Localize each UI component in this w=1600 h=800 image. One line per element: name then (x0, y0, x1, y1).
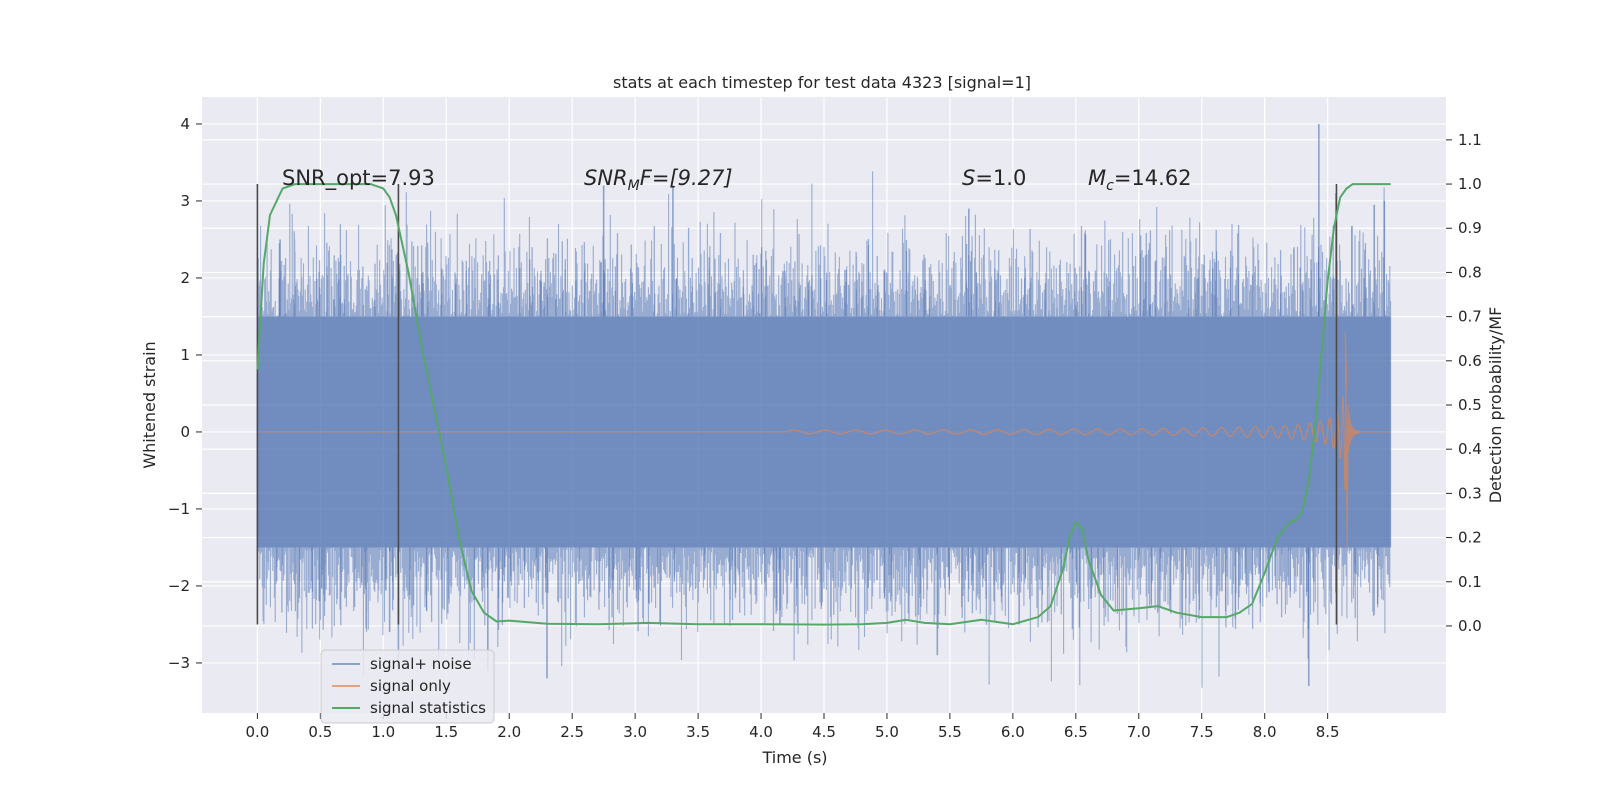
y-left-tick-label: 4 (180, 115, 190, 133)
series-signal-statistics (256, 183, 1391, 626)
y-right-tick-label: 0.1 (1458, 573, 1482, 591)
x-tick-label: 6.5 (1064, 723, 1088, 741)
annotation-snr-mf-main: SNR (584, 166, 628, 190)
legend-label-signal-statistics: signal statistics (370, 699, 486, 717)
legend-label-signal-noise: signal+ noise (370, 655, 472, 673)
y-right-tick-label: 0.0 (1458, 617, 1482, 635)
y-left-tick-label: −3 (168, 654, 190, 672)
annotation-s-rest: =1.0 (975, 166, 1026, 190)
annotation-s-main: S (962, 166, 975, 190)
x-tick-label: 3.0 (623, 723, 647, 741)
legend: signal+ noise signal only signal statist… (320, 649, 495, 724)
y-left-tick-label: 2 (180, 269, 190, 287)
y-left-tick-label: −1 (168, 500, 190, 518)
y-left-tick-label: 0 (180, 423, 190, 441)
annotation-mc: Mc=14.62 (1088, 166, 1192, 194)
annotation-snr-opt: SNR_opt=7.93 (282, 166, 435, 191)
annotation-snr-mf-sub: M (628, 178, 640, 194)
annotation-s: S=1.0 (962, 166, 1026, 190)
y-left-tick-label: 1 (180, 346, 190, 364)
series-signal-only (257, 331, 1391, 548)
signal-statistics-line (256, 183, 1391, 626)
annotation-mc-main: M (1088, 166, 1106, 190)
y-right-tick-label: 0.6 (1458, 352, 1482, 370)
x-tick-label: 8.0 (1253, 723, 1277, 741)
y-right-tick-label: 0.3 (1458, 484, 1482, 502)
signal-only-line (257, 331, 1391, 548)
x-tick-label: 3.5 (686, 723, 710, 741)
y-left-tick-label: 3 (180, 192, 190, 210)
y-right-tick-label: 0.7 (1458, 308, 1482, 326)
x-tick-label: 2.0 (497, 723, 521, 741)
x-tick-label: 2.5 (560, 723, 584, 741)
chart-title: stats at each timestep for test data 432… (613, 73, 1031, 92)
annotation-mc-sub: c (1106, 178, 1114, 194)
y-right-tick-label: 0.2 (1458, 529, 1482, 547)
x-tick-label: 7.0 (1127, 723, 1151, 741)
annotation-snr-mf-rest: F=[9.27] (640, 166, 733, 190)
y-right-tick-label: 0.8 (1458, 263, 1482, 281)
y-right-tick-label: 1.0 (1458, 175, 1482, 193)
axis-ticks: 0.0 0.5 1.0 1.5 2.0 2.5 3.0 3.5 4.0 4.5 5.0 5.5 6.0 6… (168, 115, 1482, 741)
x-tick-label: 0.0 (245, 723, 269, 741)
y-right-tick-label: 0.5 (1458, 396, 1482, 414)
x-tick-label: 4.0 (749, 723, 773, 741)
x-tick-label: 0.5 (308, 723, 332, 741)
legend-box (320, 649, 495, 724)
y-right-tick-label: 1.1 (1458, 131, 1482, 149)
annotation-mc-rest: =14.62 (1114, 166, 1192, 190)
annotation-snr-mf: SNRMF=[9.27] (584, 166, 733, 194)
x-tick-label: 8.5 (1316, 723, 1340, 741)
x-axis-label: Time (s) (761, 748, 827, 767)
y-axis-label-right: Detection probability/MF (1486, 307, 1505, 504)
x-tick-label: 1.0 (371, 723, 395, 741)
noise-excursions (256, 224, 1379, 632)
y-left-tick-label: −2 (168, 577, 190, 595)
legend-label-signal-only: signal only (370, 677, 451, 695)
y-axis-label-left: Whitened strain (140, 341, 159, 468)
x-tick-label: 7.5 (1190, 723, 1214, 741)
x-tick-label: 5.0 (875, 723, 899, 741)
y-right-tick-label: 0.9 (1458, 219, 1482, 237)
y-right-tick-label: 0.4 (1458, 440, 1482, 458)
x-tick-label: 4.5 (812, 723, 836, 741)
x-tick-label: 1.5 (434, 723, 458, 741)
x-tick-label: 6.0 (1001, 723, 1025, 741)
vertical-markers (256, 184, 1338, 625)
x-tick-label: 5.5 (938, 723, 962, 741)
